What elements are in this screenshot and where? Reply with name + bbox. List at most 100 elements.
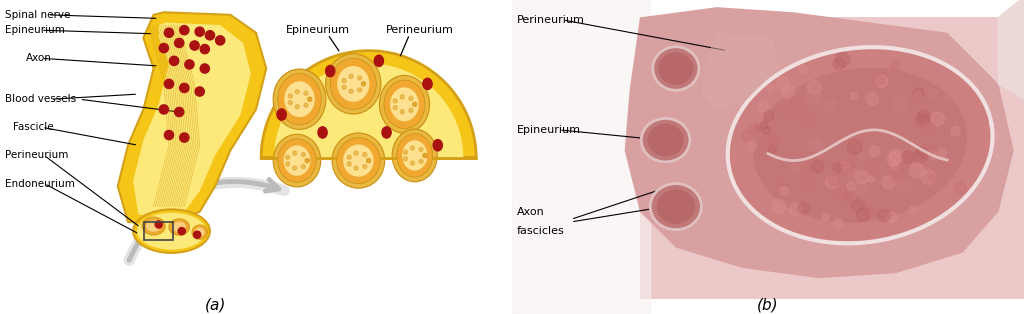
Circle shape	[295, 90, 299, 94]
Polygon shape	[133, 23, 251, 218]
Circle shape	[423, 154, 427, 158]
Polygon shape	[754, 68, 967, 223]
Ellipse shape	[276, 109, 287, 120]
Circle shape	[913, 149, 928, 163]
Circle shape	[782, 86, 795, 99]
Circle shape	[164, 130, 174, 140]
Circle shape	[847, 181, 856, 190]
Ellipse shape	[402, 140, 427, 171]
Circle shape	[771, 199, 786, 214]
Circle shape	[887, 213, 897, 223]
Circle shape	[799, 203, 809, 213]
Circle shape	[195, 87, 205, 96]
Text: Epineurium: Epineurium	[5, 25, 65, 35]
Ellipse shape	[326, 54, 381, 114]
Ellipse shape	[379, 75, 430, 133]
Circle shape	[411, 161, 415, 165]
Ellipse shape	[647, 124, 684, 156]
Circle shape	[403, 157, 408, 161]
Circle shape	[367, 159, 371, 163]
Circle shape	[400, 95, 404, 99]
Circle shape	[951, 127, 961, 136]
Circle shape	[834, 219, 843, 228]
Polygon shape	[118, 12, 266, 225]
Circle shape	[180, 83, 189, 93]
Circle shape	[896, 178, 911, 193]
Circle shape	[758, 101, 768, 112]
Circle shape	[160, 43, 169, 53]
Circle shape	[361, 82, 366, 86]
Ellipse shape	[146, 220, 161, 232]
Text: Perineurium: Perineurium	[386, 25, 454, 35]
Circle shape	[792, 164, 801, 173]
Circle shape	[878, 209, 891, 222]
Circle shape	[180, 133, 189, 142]
Ellipse shape	[172, 222, 186, 232]
Ellipse shape	[137, 213, 206, 250]
Circle shape	[361, 82, 366, 86]
Circle shape	[761, 121, 768, 129]
Circle shape	[342, 78, 346, 83]
Circle shape	[354, 151, 358, 155]
Circle shape	[864, 90, 877, 102]
Circle shape	[201, 64, 210, 73]
Circle shape	[843, 192, 852, 202]
Circle shape	[855, 171, 868, 184]
Circle shape	[863, 161, 878, 175]
Circle shape	[174, 107, 184, 116]
Circle shape	[403, 150, 408, 154]
Circle shape	[825, 176, 838, 188]
Text: Epineurium: Epineurium	[286, 25, 349, 35]
Circle shape	[839, 160, 854, 175]
Ellipse shape	[375, 55, 384, 67]
Bar	[144, 222, 172, 240]
Circle shape	[301, 165, 305, 169]
Ellipse shape	[423, 78, 432, 89]
Polygon shape	[512, 0, 650, 314]
FancyArrowPatch shape	[129, 182, 284, 260]
Circle shape	[921, 144, 935, 158]
Ellipse shape	[343, 144, 374, 177]
Circle shape	[195, 27, 205, 36]
Circle shape	[767, 84, 774, 91]
Ellipse shape	[656, 189, 695, 224]
Circle shape	[305, 159, 309, 163]
Circle shape	[347, 155, 351, 159]
Circle shape	[411, 146, 415, 150]
Circle shape	[413, 102, 417, 106]
Circle shape	[357, 88, 361, 92]
Text: fascicles: fascicles	[517, 226, 565, 236]
FancyArrowPatch shape	[129, 179, 279, 260]
Circle shape	[868, 146, 880, 157]
Polygon shape	[701, 33, 778, 110]
Ellipse shape	[278, 139, 316, 182]
Circle shape	[190, 41, 199, 50]
Circle shape	[194, 231, 201, 238]
Text: Endoneurium: Endoneurium	[5, 179, 75, 189]
Text: Epineurium: Epineurium	[517, 125, 582, 135]
Circle shape	[954, 182, 967, 194]
Circle shape	[866, 93, 879, 105]
Bar	[640, 17, 1024, 299]
Circle shape	[777, 179, 784, 187]
Ellipse shape	[284, 145, 310, 176]
Circle shape	[841, 161, 850, 171]
Circle shape	[347, 162, 351, 166]
Circle shape	[800, 164, 809, 173]
Circle shape	[307, 97, 311, 101]
Text: Fascicle: Fascicle	[12, 122, 53, 132]
Circle shape	[164, 28, 174, 37]
Ellipse shape	[133, 209, 210, 253]
Circle shape	[742, 130, 754, 142]
Circle shape	[780, 187, 788, 195]
Circle shape	[762, 126, 770, 134]
Circle shape	[847, 139, 862, 154]
Circle shape	[892, 95, 907, 110]
Ellipse shape	[382, 127, 391, 138]
Circle shape	[357, 76, 361, 80]
Polygon shape	[261, 51, 476, 158]
Circle shape	[891, 62, 899, 70]
Circle shape	[288, 100, 292, 105]
Circle shape	[170, 56, 179, 65]
Circle shape	[782, 104, 796, 118]
